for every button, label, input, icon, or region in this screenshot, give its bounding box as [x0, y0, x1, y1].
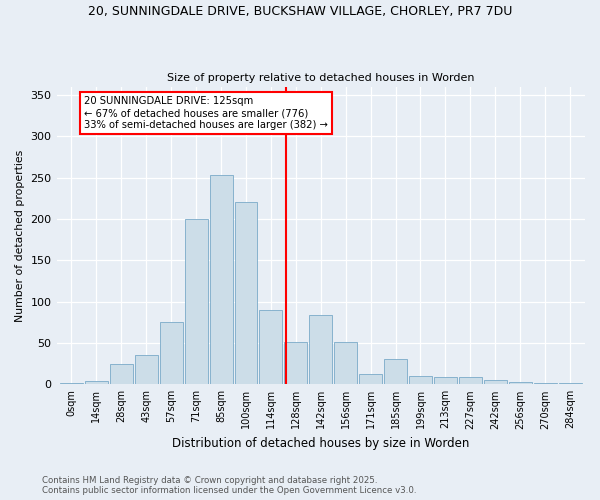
Bar — [509, 382, 532, 384]
Y-axis label: Number of detached properties: Number of detached properties — [15, 150, 25, 322]
Bar — [484, 380, 507, 384]
Text: 20 SUNNINGDALE DRIVE: 125sqm
← 67% of detached houses are smaller (776)
33% of s: 20 SUNNINGDALE DRIVE: 125sqm ← 67% of de… — [84, 96, 328, 130]
Bar — [185, 219, 208, 384]
Bar — [434, 377, 457, 384]
Text: Contains HM Land Registry data © Crown copyright and database right 2025.
Contai: Contains HM Land Registry data © Crown c… — [42, 476, 416, 495]
Bar — [384, 360, 407, 384]
Bar — [284, 342, 307, 384]
Bar — [334, 342, 357, 384]
Bar — [135, 356, 158, 384]
Bar — [459, 377, 482, 384]
Bar — [310, 315, 332, 384]
Bar — [359, 374, 382, 384]
Bar — [409, 376, 432, 384]
Bar — [209, 175, 233, 384]
Bar — [110, 364, 133, 384]
Bar — [235, 202, 257, 384]
Bar — [85, 381, 108, 384]
Text: 20, SUNNINGDALE DRIVE, BUCKSHAW VILLAGE, CHORLEY, PR7 7DU: 20, SUNNINGDALE DRIVE, BUCKSHAW VILLAGE,… — [88, 5, 512, 18]
Bar — [160, 322, 182, 384]
X-axis label: Distribution of detached houses by size in Worden: Distribution of detached houses by size … — [172, 437, 469, 450]
Title: Size of property relative to detached houses in Worden: Size of property relative to detached ho… — [167, 73, 475, 83]
Bar — [259, 310, 283, 384]
